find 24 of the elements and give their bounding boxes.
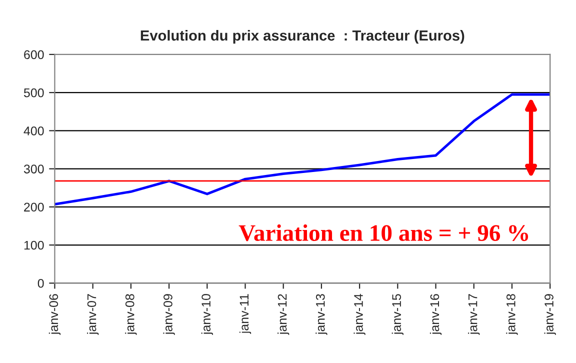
x-tick-label: janv-14 [354, 294, 366, 335]
x-tick-label: janv-16 [430, 294, 442, 335]
x-tick-label: janv-19 [544, 294, 556, 335]
y-tick-label: 300 [24, 164, 44, 174]
x-tick-label: janv-07 [87, 294, 99, 335]
y-tick-label: 100 [24, 240, 44, 250]
y-tick-label: 400 [24, 126, 44, 136]
x-tick-label: janv-12 [278, 294, 290, 335]
x-tick-label: janv-10 [201, 294, 213, 335]
x-tick-label: janv-17 [468, 294, 480, 335]
line-series [54, 93, 550, 206]
x-tick-label: janv-08 [125, 294, 137, 335]
y-tick-label: 500 [24, 88, 44, 98]
y-tick-label: 600 [24, 50, 44, 60]
x-tick-label: janv-06 [48, 294, 61, 335]
chart-title: Evolution du prix assurance : Tracteur (Euros) [140, 30, 464, 44]
x-tick-label: janv-15 [392, 294, 404, 335]
x-tick-label: janv-13 [316, 294, 328, 335]
x-tick-label: janv-18 [506, 294, 518, 335]
annotation: Variation en 10 ans = + 96 % [238, 224, 528, 242]
x-tick-label: janv-09 [163, 294, 175, 335]
x-tick-label: janv-11 [239, 294, 252, 334]
y-tick-label: 0 [38, 278, 44, 288]
y-tick-label: 200 [24, 202, 44, 212]
